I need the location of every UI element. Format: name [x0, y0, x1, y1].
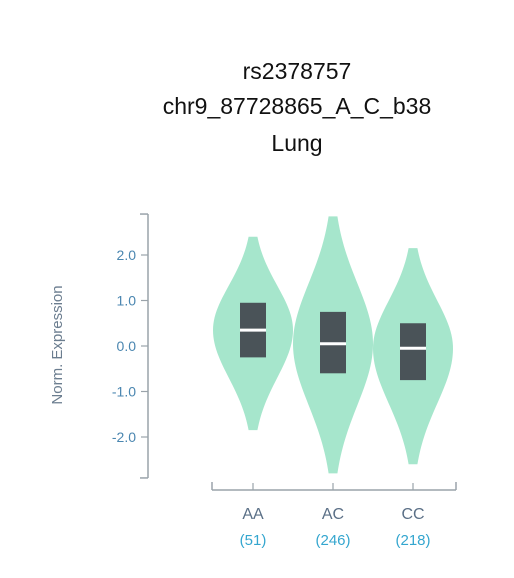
sample-count-label: (246): [315, 532, 350, 549]
y-tick-label: 2.0: [117, 247, 137, 263]
axes: 2.0 1.0 0.0 -1.0 -2.0 AA (51) AC (246) CC (218): [112, 213, 457, 549]
x-tick-label: AA: [242, 506, 264, 523]
violin-group-cc: [373, 248, 453, 465]
y-tick-label: 0.0: [117, 338, 137, 354]
sample-count-label: (51): [240, 532, 267, 549]
x-tick-label: AC: [322, 506, 344, 523]
chart-titles: rs2378757 chr9_87728865_A_C_b38 Lung: [0, 60, 514, 155]
y-tick-label: -2.0: [112, 429, 136, 445]
x-tick-label: CC: [401, 506, 424, 523]
sample-count-label: (218): [395, 532, 430, 549]
iqr-box: [400, 323, 426, 381]
violin-group-ac: [293, 216, 373, 474]
y-tick-label: -1.0: [112, 384, 136, 400]
violins: [213, 216, 453, 474]
chart-title: rs2378757: [242, 58, 352, 84]
y-tick-label: 1.0: [117, 293, 137, 309]
chart-subtitle: chr9_87728865_A_C_b38: [162, 93, 432, 119]
chart-tissue: Lung: [271, 130, 323, 156]
violin-group-aa: [213, 236, 293, 431]
y-axis-label: Norm. Expression: [49, 285, 66, 404]
